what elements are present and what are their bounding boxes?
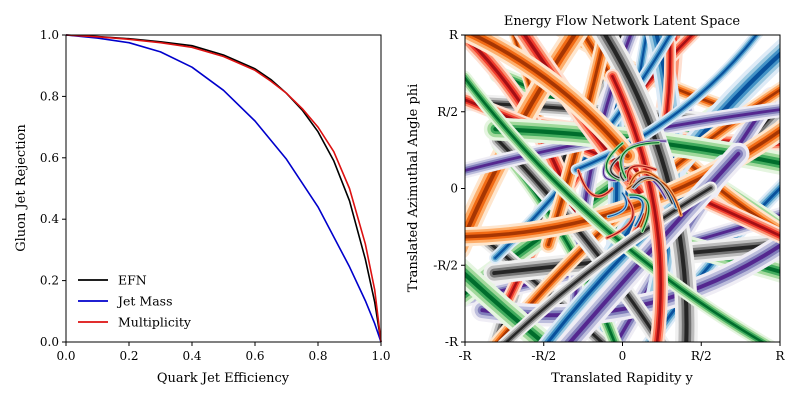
roc-x-axis-label: Quark Jet Efficiency: [157, 371, 290, 386]
latent-filter-stroke: [504, 186, 712, 342]
roc-series-line-2: [65, 34, 382, 343]
latent-y-tick-label: -R: [445, 335, 459, 349]
latent-filter-stroke: [546, 35, 607, 247]
latent-filter-band: [465, 101, 780, 179]
latent-filter-stroke: [577, 169, 613, 197]
roc-legend: EFN Jet Mass Multiplicity: [78, 273, 192, 330]
latent-filter-band: [540, 35, 614, 253]
roc-x-tick-label: 0.2: [119, 349, 138, 363]
roc-series-line-1: [65, 34, 382, 343]
roc-curves: [65, 34, 382, 343]
latent-filter-stroke: [620, 142, 660, 179]
latent-x-tick-label: R/2: [691, 349, 712, 363]
latent-filter-stroke: [605, 142, 623, 181]
latent-filter-stroke: [602, 35, 689, 342]
latent-filter-stroke: [465, 76, 765, 342]
latent-y-axis-label: Translated Azimuthal Angle phi: [406, 84, 421, 293]
latent-center-filter: [619, 140, 661, 180]
latent-filter-stroke: [626, 165, 657, 182]
latent-center-filter: [628, 195, 645, 228]
latent-x-tick-label: -R/2: [531, 349, 556, 363]
latent-space-chart: -R -R/2 0 R/2 R -R -R/2 0 R/2 R Energy Flow Netw…: [406, 14, 785, 386]
latent-filter-stroke: [469, 35, 630, 158]
roc-y-ticks: 0.0 0.2 0.4 0.6 0.8 1.0: [40, 28, 66, 349]
latent-filter-band: [465, 35, 639, 167]
latent-center-filter: [606, 191, 629, 219]
latent-x-tick-label: 0: [619, 349, 627, 363]
latent-center-filter: [628, 193, 651, 233]
latent-filter-band: [465, 70, 777, 342]
latent-center-filter: [625, 164, 658, 184]
latent-filter-stroke: [496, 138, 662, 342]
roc-x-tick-label: 1.0: [371, 349, 390, 363]
roc-x-tick-label: 0.0: [56, 349, 75, 363]
latent-y-tick-label: R/2: [437, 105, 458, 119]
latent-y-tick-label: -R/2: [433, 258, 458, 272]
latent-filter-band: [465, 258, 562, 342]
latent-center-filter: [631, 175, 674, 206]
roc-y-tick-label: 0.6: [40, 151, 59, 165]
latent-filter-stroke: [465, 271, 546, 342]
latent-center-filter: [604, 141, 625, 182]
latent-y-tick-label: 0: [450, 182, 458, 196]
latent-filter-band: [497, 181, 718, 342]
latent-filter-stroke: [611, 74, 662, 342]
legend-label-2: Multiplicity: [118, 315, 192, 330]
latent-filter-stroke: [607, 192, 627, 218]
roc-plot-frame: [65, 34, 382, 343]
roc-y-axis-label: Gluon Jet Rejection: [14, 124, 29, 252]
roc-x-tick-label: 0.8: [308, 349, 327, 363]
roc-y-tick-label: 0.2: [40, 274, 59, 288]
latent-filter-stroke: [632, 177, 673, 204]
latent-filters: [465, 35, 780, 342]
roc-x-ticks: 0.0 0.2 0.4 0.6 0.8 1.0: [56, 342, 391, 363]
latent-x-tick-label: R: [775, 349, 785, 363]
latent-filter-stroke: [629, 196, 644, 227]
roc-x-tick-label: 0.4: [182, 349, 201, 363]
latent-filter-band: [465, 35, 589, 258]
roc-y-tick-label: 1.0: [40, 28, 59, 42]
roc-y-tick-label: 0.8: [40, 89, 59, 103]
legend-label-1: Jet Mass: [116, 294, 173, 309]
latent-y-ticks: -R -R/2 0 R/2 R: [433, 28, 465, 349]
roc-chart: 0.0 0.2 0.4 0.6 0.8 1.0 0.0 0.2 0.4 0.6 0.8 1.0 Qu…: [14, 28, 391, 386]
latent-x-ticks: -R -R/2 0 R/2 R: [458, 342, 785, 363]
roc-y-tick-label: 0.4: [40, 212, 59, 226]
latent-filter-stroke: [629, 194, 650, 232]
roc-x-tick-label: 0.6: [245, 349, 264, 363]
latent-filter-band: [591, 35, 698, 342]
latent-y-tick-label: R: [449, 28, 459, 42]
latent-title: Energy Flow Network Latent Space: [504, 14, 741, 29]
legend-label-0: EFN: [118, 273, 147, 288]
latent-filter-stroke: [465, 108, 780, 172]
latent-center-filter: [576, 168, 614, 198]
latent-filter-band: [489, 131, 670, 342]
latent-x-tick-label: -R: [458, 349, 472, 363]
latent-x-axis-label: Translated Rapidity y: [551, 371, 693, 386]
latent-filter-stroke: [465, 35, 577, 241]
latent-filter-band: [605, 68, 668, 342]
roc-y-tick-label: 0.0: [40, 335, 59, 349]
roc-series-line-0: [65, 34, 382, 343]
